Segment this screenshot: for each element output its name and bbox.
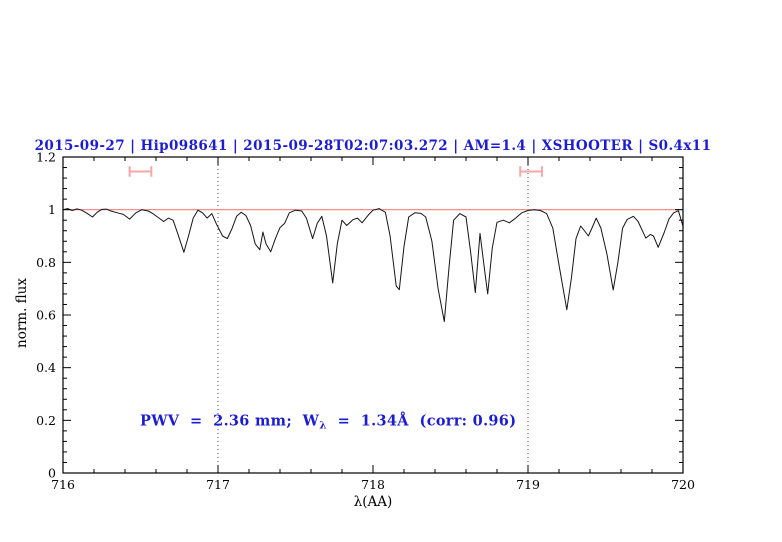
pwv-annotation-text: PWV = 2.36 mm; W [140, 412, 320, 430]
y-tick-label: 0.4 [36, 360, 56, 375]
spectrum-line [62, 208, 684, 323]
y-tick-label: 0.6 [36, 308, 56, 323]
y-tick-label: 1 [48, 202, 56, 217]
x-tick-label: 718 [361, 477, 385, 492]
y-tick-label: 0.8 [36, 255, 56, 270]
x-tick-label: 717 [206, 477, 230, 492]
pwv-annotation-value: = 1.34Å (corr: 0.96) [326, 412, 517, 430]
pwv-annotation: PWV = 2.36 mm; Wλ = 1.34Å (corr: 0.96) [140, 412, 517, 432]
lambda-subscript: λ [319, 419, 327, 432]
x-tick-label: 716 [51, 477, 75, 492]
y-tick-label: 1.2 [36, 150, 56, 165]
plot-title: 2015-09-27 | Hip098641 | 2015-09-28T02:0… [34, 138, 712, 154]
y-tick-label: 0 [48, 466, 56, 481]
y-tick-label: 0.2 [36, 413, 56, 428]
x-axis-label: λ(AA) [353, 494, 393, 510]
x-tick-label: 720 [671, 477, 695, 492]
y-axis-label: norm. flux [14, 278, 30, 348]
x-tick-label: 719 [516, 477, 540, 492]
